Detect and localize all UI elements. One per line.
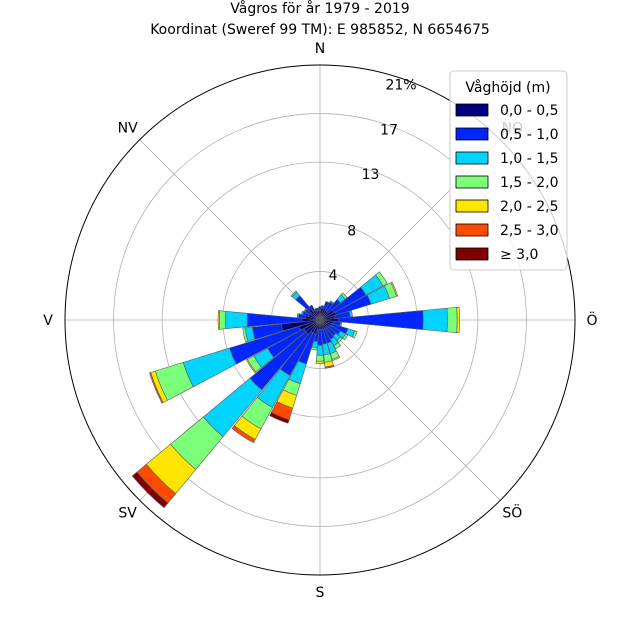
legend-label-6: ≥ 3,0 bbox=[500, 247, 538, 263]
direction-label-6: V bbox=[43, 313, 53, 329]
bar-sector-10-bin-3 bbox=[351, 330, 358, 339]
bar-sector-28-bin-3 bbox=[290, 290, 298, 298]
legend: Våghöjd (m) 0,0 - 0,5 0,5 - 1,0 1,0 - 1,5 1… bbox=[449, 70, 568, 271]
bar-sector-29-bin-1 bbox=[308, 304, 316, 312]
legend-items: 0,0 - 0,5 0,5 - 1,0 1,0 - 1,5 1,5 - 2,0 2,0 … bbox=[455, 103, 558, 263]
radial-label-3: 17 bbox=[380, 122, 398, 138]
bar-sector-8-bin-4 bbox=[456, 306, 460, 334]
bar-sector-26-bin-2 bbox=[301, 310, 305, 315]
legend-swatch-5 bbox=[455, 223, 489, 237]
bar-sector-4-bin-3 bbox=[340, 292, 348, 300]
legend-label-0: 0,0 - 0,5 bbox=[500, 103, 558, 119]
legend-title: Våghöjd (m) bbox=[465, 79, 550, 96]
bar-sector-7-bin-2 bbox=[348, 310, 353, 318]
bar-sector-20-bin-6 bbox=[131, 471, 169, 509]
direction-label-2: Ö bbox=[586, 311, 597, 329]
direction-label-4: S bbox=[316, 585, 325, 601]
bar-sector-12-bin-3 bbox=[336, 336, 343, 343]
grid-spoke-7 bbox=[139, 139, 321, 321]
direction-label-3: SÖ bbox=[502, 503, 522, 521]
legend-label-1: 0,5 - 1,0 bbox=[500, 127, 558, 143]
bar-sector-16-bin-4 bbox=[315, 360, 325, 365]
rose-bars bbox=[131, 271, 460, 509]
bar-sector-24-bin-3 bbox=[218, 310, 227, 330]
bar-sector-22-bin-2 bbox=[182, 347, 237, 388]
bar-sector-16-bin-3 bbox=[315, 354, 325, 362]
bar-sector-8-bin-2 bbox=[422, 307, 448, 333]
legend-swatch-4 bbox=[455, 199, 489, 213]
chart-subtitle: Koordinat (Sweref 99 TM): E 985852, N 66… bbox=[150, 22, 490, 38]
bar-sector-19-bin-5 bbox=[231, 425, 256, 444]
bar-sector-31-bin-1 bbox=[316, 307, 320, 312]
bar-sector-21-bin-4 bbox=[245, 358, 257, 374]
bar-sector-16-bin-2 bbox=[316, 345, 324, 356]
radial-label-1: 8 bbox=[347, 223, 356, 239]
bar-sector-6-bin-4 bbox=[390, 281, 399, 297]
bar-sector-17-bin-3 bbox=[310, 346, 318, 351]
direction-label-0: N bbox=[315, 41, 325, 57]
bar-sector-8-bin-3 bbox=[446, 307, 458, 333]
bar-sector-23-bin-3 bbox=[242, 327, 249, 343]
outer-ring bbox=[64, 64, 576, 576]
legend-swatch-1 bbox=[455, 127, 489, 141]
bar-sector-24-bin-2 bbox=[224, 310, 248, 330]
bar-sector-25-bin-2 bbox=[296, 313, 300, 319]
radial-label-4: 21% bbox=[385, 77, 416, 93]
legend-label-4: 2,0 - 2,5 bbox=[500, 199, 558, 215]
chart-title: Vågros för år 1979 - 2019 bbox=[230, 0, 409, 17]
bar-sector-5-bin-3 bbox=[375, 271, 388, 287]
bar-sector-13-bin-3 bbox=[333, 342, 342, 350]
bar-sector-18-bin-6 bbox=[269, 411, 290, 424]
direction-label-7: NV bbox=[118, 121, 138, 137]
legend-swatch-0 bbox=[455, 103, 489, 117]
legend-frame bbox=[449, 70, 568, 271]
legend-swatch-6 bbox=[455, 247, 489, 261]
bar-sector-28-bin-1 bbox=[295, 295, 312, 312]
direction-label-5: SV bbox=[118, 505, 137, 521]
legend-label-2: 1,0 - 1,5 bbox=[500, 151, 558, 167]
grid-spoke-3 bbox=[319, 319, 501, 501]
bar-sector-22-bin-5 bbox=[149, 372, 164, 404]
legend-swatch-2 bbox=[455, 151, 489, 165]
bar-sector-11-bin-3 bbox=[342, 333, 349, 341]
radial-label-2: 13 bbox=[362, 167, 380, 183]
radial-tick-labels: 4 8 13 17 21% bbox=[329, 77, 417, 284]
legend-swatch-3 bbox=[455, 175, 489, 189]
bar-sector-15-bin-5 bbox=[324, 365, 335, 369]
radial-label-0: 4 bbox=[329, 268, 338, 284]
legend-label-3: 1,5 - 2,0 bbox=[500, 175, 558, 191]
legend-label-5: 2,5 - 3,0 bbox=[500, 223, 558, 239]
bar-sector-24-bin-4 bbox=[217, 310, 220, 330]
bar-sector-14-bin-4 bbox=[331, 356, 341, 361]
outer-circle bbox=[64, 64, 576, 576]
